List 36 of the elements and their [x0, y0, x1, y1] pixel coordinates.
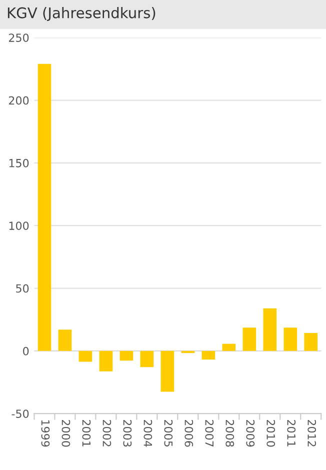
bar: [222, 344, 236, 351]
bar: [202, 350, 216, 360]
bar: [58, 330, 72, 351]
x-tick-label: 2002: [102, 420, 112, 446]
x-tick-label: 2012: [308, 420, 316, 446]
x-tick-label: 2000: [62, 420, 70, 447]
x-tick-label: 2007: [205, 420, 214, 446]
y-tick-label: 0: [23, 346, 29, 356]
x-tick-label: 2004: [144, 420, 152, 447]
bar: [160, 350, 174, 392]
bar: [181, 350, 195, 354]
x-tick-label: 2005: [164, 420, 173, 446]
x-tick-label: 2009: [246, 420, 255, 447]
x-tick-label: 2011: [287, 420, 296, 446]
bar: [38, 64, 52, 351]
y-tick-label: 250: [8, 34, 29, 42]
y-tick-label: 200: [8, 96, 29, 105]
x-tick-label: 2010: [266, 420, 276, 447]
x-tick-label: 2003: [123, 420, 132, 447]
y-tick-label: 150: [9, 158, 29, 168]
chart-title: KGV (Jahresendkurs): [8, 7, 156, 22]
bar: [120, 350, 134, 361]
y-tick-label: 100: [9, 222, 29, 230]
bar: [78, 350, 92, 362]
bar: [284, 328, 298, 351]
x-tick-label: 2008: [226, 420, 234, 447]
bar: [242, 328, 256, 351]
bar: [140, 350, 154, 368]
bar: [304, 333, 318, 351]
x-tick-label: 1999: [41, 420, 50, 447]
y-tick-label: -50: [12, 410, 29, 418]
bar: [263, 308, 277, 351]
bar: [99, 350, 113, 372]
y-tick-label: 50: [16, 284, 29, 293]
x-tick-label: 2006: [184, 420, 194, 447]
x-tick-label: 2001: [82, 420, 91, 446]
